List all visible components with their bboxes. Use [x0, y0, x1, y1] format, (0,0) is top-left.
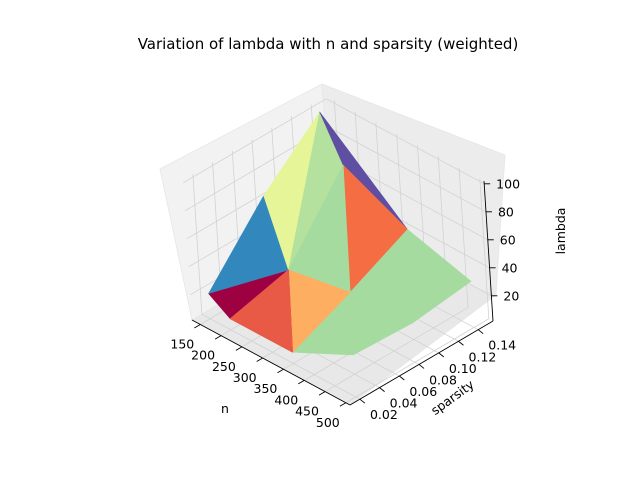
y-tick-label: 0.10 — [449, 361, 477, 376]
x-tick-label: 450 — [295, 404, 319, 419]
x-tick-label: 200 — [191, 348, 215, 363]
grid-line-y — [192, 174, 361, 400]
x-axis-label: n — [221, 401, 229, 416]
x-tick-label: 500 — [316, 415, 340, 430]
x-tick-mark — [277, 368, 284, 374]
y-tick-mark — [418, 364, 425, 369]
z-axis-line — [483, 180, 494, 322]
y-tick-label: 0.06 — [409, 384, 437, 399]
axes — [191, 180, 498, 407]
z-tick-label: 80 — [498, 204, 514, 219]
x-tick-mark — [235, 346, 243, 351]
x-axis-line — [191, 319, 351, 406]
y-tick-mark — [458, 340, 464, 346]
y-tick-mark — [438, 352, 445, 358]
x-tick-label: 150 — [170, 336, 194, 351]
x-tick-label: 400 — [274, 392, 298, 407]
x-tick-mark — [214, 335, 222, 340]
y-tick-mark — [477, 329, 484, 335]
x-tick-mark — [298, 380, 305, 385]
y-tick-label: 0.12 — [469, 349, 497, 364]
x-tick-mark — [318, 391, 326, 396]
z-tick-label: 20 — [503, 288, 519, 303]
y-tick-label: 0.14 — [488, 338, 516, 353]
x-tick-mark — [194, 324, 201, 329]
x-tick-label: 350 — [254, 381, 278, 396]
x-tick-label: 250 — [212, 359, 236, 374]
y-tick-mark — [379, 387, 385, 392]
grid-line-x — [345, 178, 490, 404]
y-tick-mark — [359, 398, 366, 404]
y-tick-mark — [399, 375, 405, 381]
grid-line-z — [182, 98, 485, 185]
z-tick-label: 100 — [496, 176, 520, 191]
x-tick-label: 300 — [233, 370, 257, 385]
x-tick-mark — [256, 357, 263, 362]
y-axis-line — [349, 320, 494, 406]
z-tick-label: 60 — [500, 232, 516, 247]
y-tick-label: 0.08 — [429, 372, 457, 387]
grid-line-x — [324, 167, 469, 392]
z-axis-label: lambda — [553, 208, 568, 255]
y-tick-label: 0.04 — [390, 396, 418, 411]
y-tick-label: 0.02 — [370, 407, 398, 422]
chart-title: Variation of lambda with n and sparsity … — [138, 35, 519, 53]
x-tick-mark — [339, 402, 347, 407]
z-tick-label: 40 — [502, 260, 518, 275]
surface-face — [229, 269, 293, 353]
surface — [208, 111, 472, 356]
